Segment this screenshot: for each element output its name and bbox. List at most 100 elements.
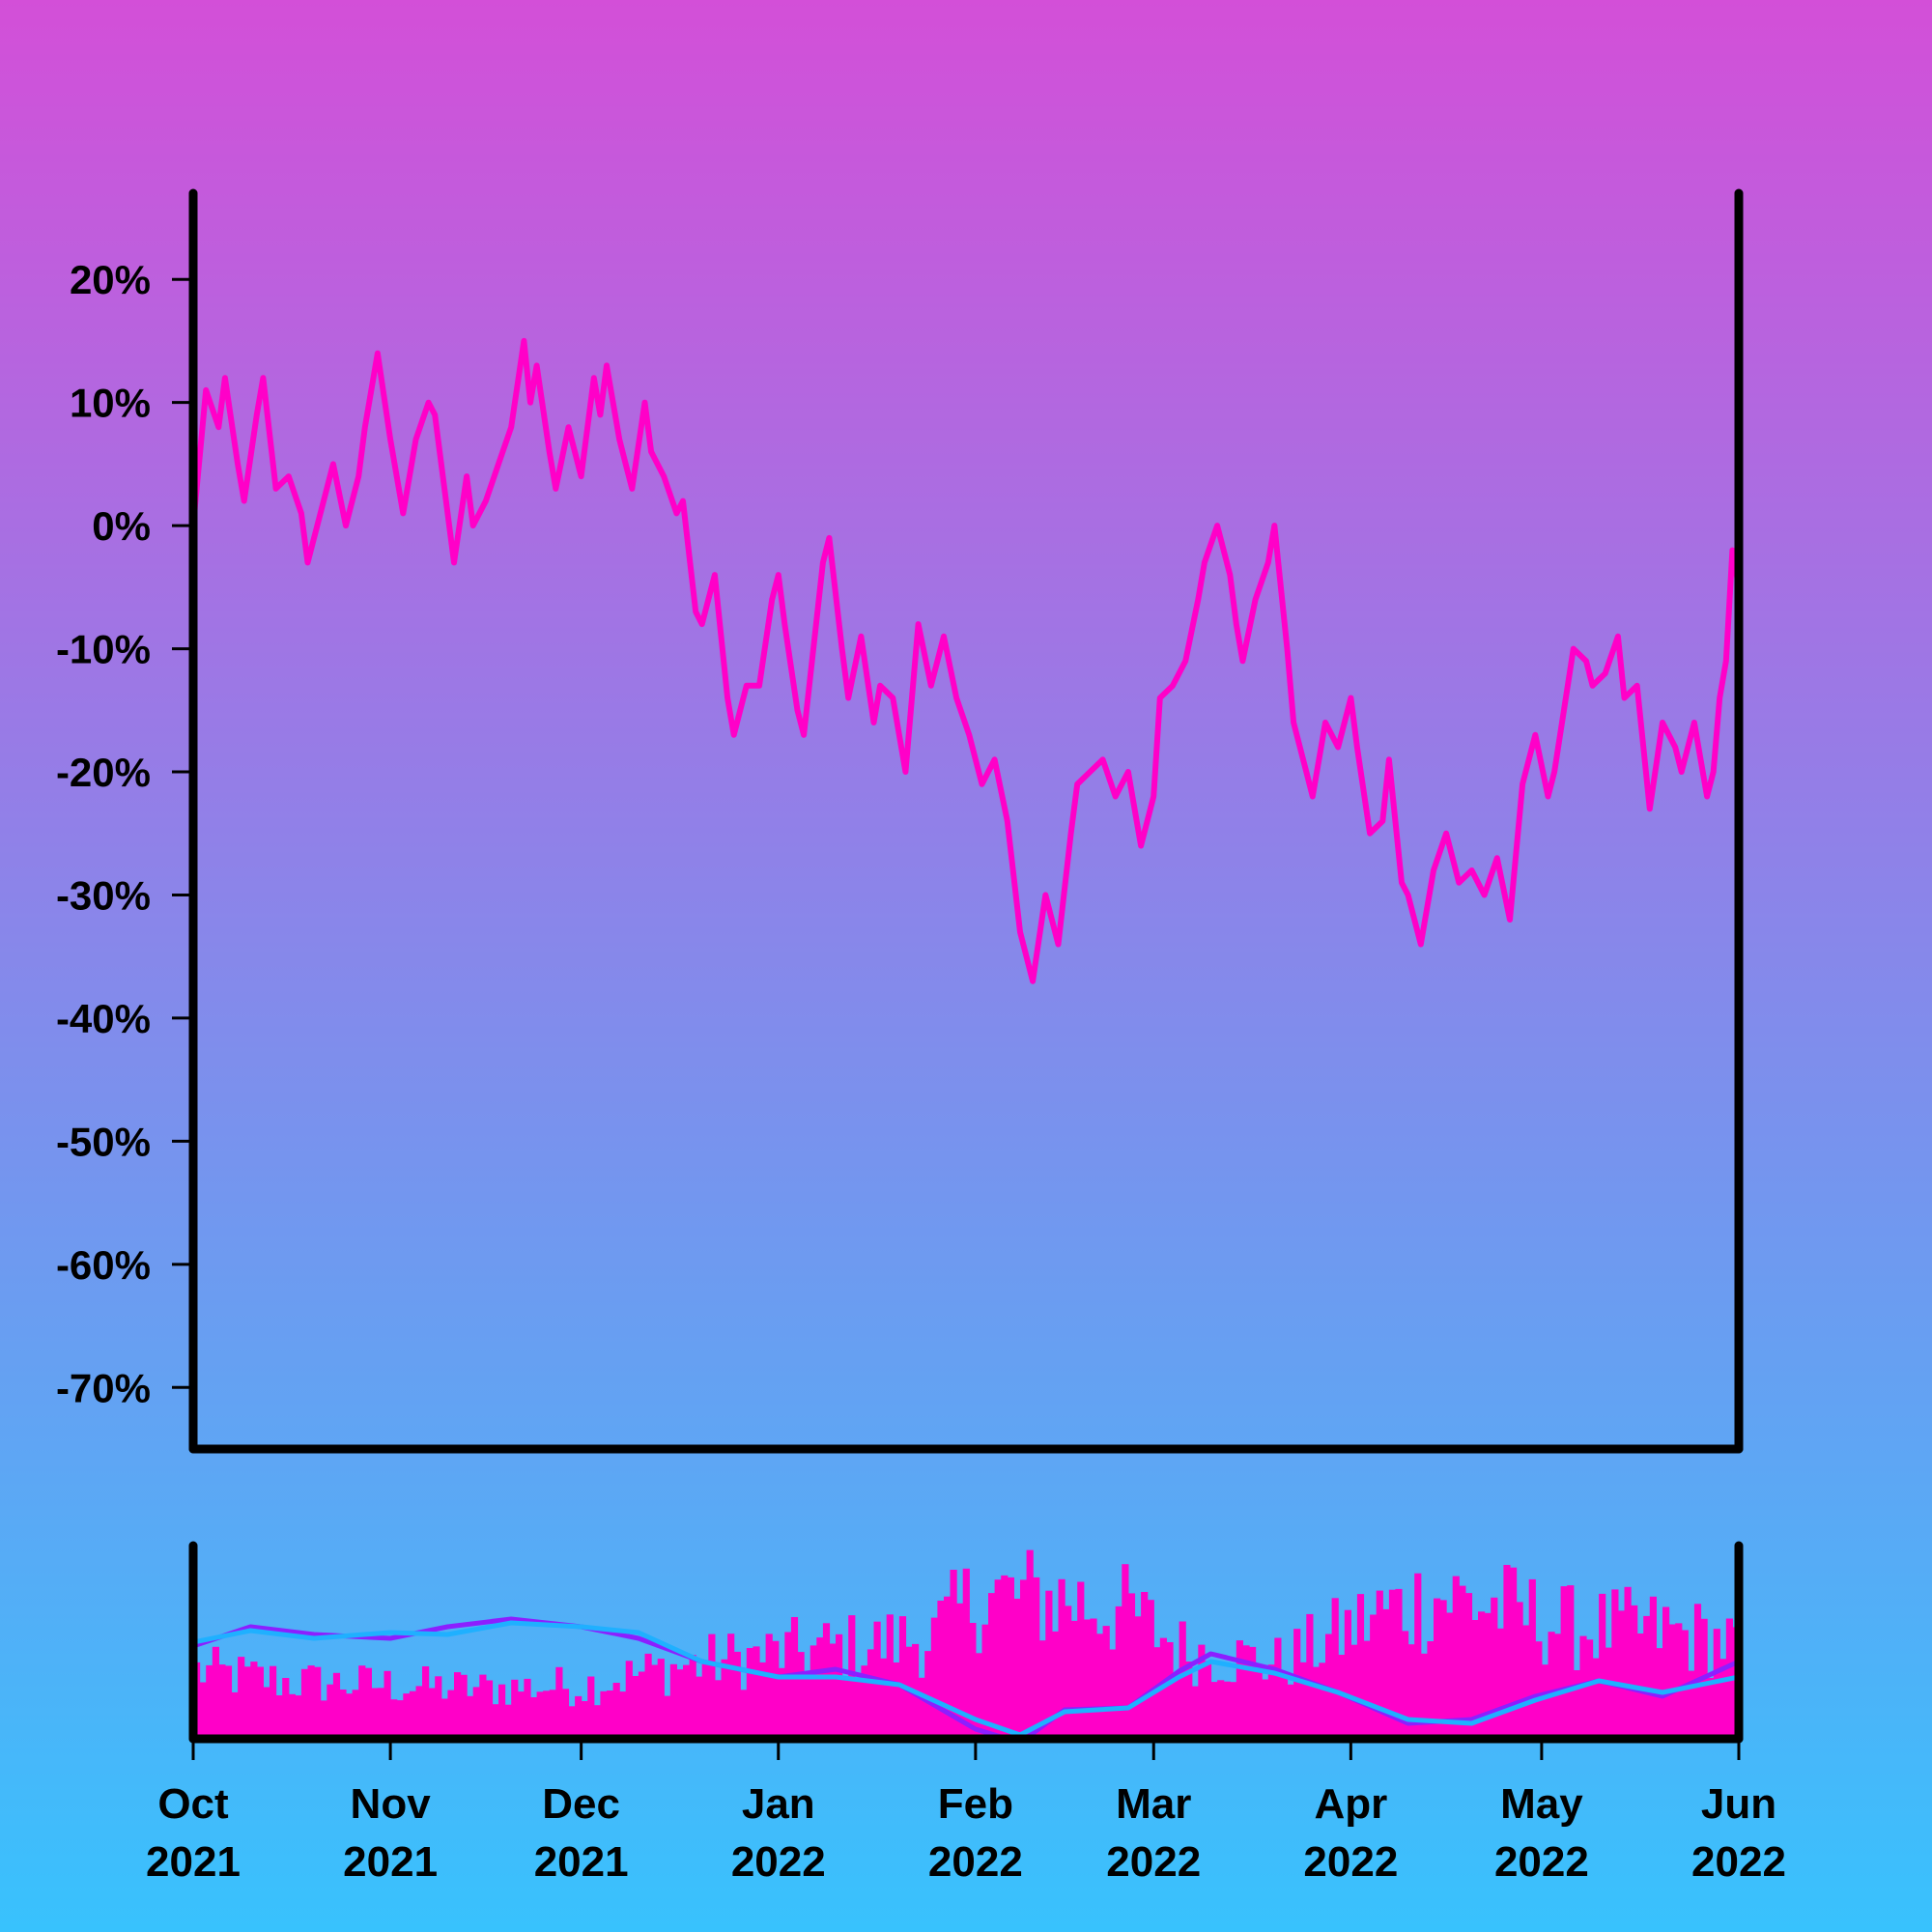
volume-bar [1319,1662,1326,1739]
volume-bar [1255,1669,1263,1739]
volume-bar [1249,1646,1257,1739]
volume-bar [555,1666,563,1739]
volume-bar [893,1662,900,1739]
volume-bar [772,1640,780,1739]
volume-bar [1624,1586,1632,1739]
volume-bar [307,1665,315,1739]
x-tick-label-year: 2021 [343,1838,438,1886]
volume-bar [804,1672,811,1739]
volume-bar [969,1623,977,1739]
price-panel: 20% 10% 0% -10% -20% -30% -40% -50% -60% -70% [56,188,1744,1454]
volume-bar [1452,1576,1460,1739]
volume-bar [836,1634,843,1739]
volume-bar [435,1676,442,1739]
volume-bar [1599,1593,1606,1739]
volume-bar [918,1677,925,1739]
volume-bar [727,1634,735,1739]
volume-bar [460,1674,468,1739]
volume-bar [543,1690,551,1739]
volume-bar [517,1691,525,1739]
volume-bar [1516,1602,1523,1739]
volume-bar [740,1690,748,1739]
volume-bar [1090,1618,1097,1739]
volume-bar [511,1679,519,1739]
x-tick-label-year: 2021 [534,1838,629,1886]
volume-bar [854,1677,862,1739]
price-axis-frame [188,188,1744,1454]
volume-bar [1077,1581,1085,1739]
volume-bar [352,1690,359,1739]
volume-bar [243,1666,251,1739]
volume-bar [332,1672,341,1739]
volume-bar [1274,1637,1282,1739]
volume-bar [1478,1611,1486,1739]
volume-bar [1395,1588,1403,1739]
x-tick-label-month: Feb [938,1780,1013,1828]
volume-bar [841,1678,849,1739]
volume-bar [714,1680,723,1739]
volume-bar [422,1666,430,1739]
volume-bar [300,1668,309,1739]
x-tick-label-year: 2022 [928,1838,1023,1886]
volume-bar [1204,1661,1212,1739]
volume-bar [1484,1612,1492,1739]
volume-bar [1166,1642,1174,1739]
volume-bar [676,1669,684,1739]
volume-bar [327,1684,334,1739]
volume-bar [625,1661,633,1739]
volume-panel: Oct 2021 Nov 2021 Dec 2021 Jan 2022 Feb 2022 Mar 20… [146,1541,1786,1886]
volume-bar [295,1695,302,1739]
volume-bar [415,1686,423,1739]
volume-bar [708,1634,716,1739]
volume-bar [549,1690,556,1739]
volume-bar [1592,1658,1600,1739]
y-tick-label: 20% [70,257,151,302]
volume-bar [1236,1640,1243,1739]
volume-bar [396,1700,404,1739]
volume-bar [364,1667,372,1739]
volume-bar [733,1651,741,1739]
volume-bar [1611,1589,1619,1739]
volume-bar [1382,1608,1390,1739]
volume-bar [937,1601,945,1739]
volume-bar [1427,1641,1435,1739]
volume-bar [1102,1626,1110,1739]
volume-bars [193,1549,1739,1739]
volume-bar [440,1698,448,1739]
y-tick-label: -50% [56,1119,151,1164]
y-tick-label: -60% [56,1242,151,1288]
volume-bar [390,1699,398,1739]
volume-bar [536,1691,544,1739]
volume-bar [1675,1623,1683,1739]
y-tick-label: -20% [56,750,151,795]
volume-bar [270,1665,277,1739]
volume-bar [1185,1662,1193,1739]
volume-bar [1548,1632,1555,1739]
volume-bar [1083,1619,1091,1739]
volume-bar [1267,1664,1275,1739]
volume-bar [956,1603,964,1739]
y-tick-label: -30% [56,872,151,918]
volume-bar [1051,1631,1060,1739]
volume-bar [1605,1647,1612,1739]
volume-bar [669,1663,677,1739]
y-tick-label: 10% [70,381,151,426]
volume-bar [1363,1640,1371,1739]
volume-bar [1522,1625,1530,1739]
volume-bar [1471,1620,1479,1739]
volume-bar [753,1646,760,1739]
volume-bar [1649,1596,1657,1739]
volume-bar [1567,1585,1575,1739]
volume-bar [1643,1615,1651,1739]
volume-bar [1026,1549,1034,1739]
volume-bar [472,1687,480,1739]
volume-bar [575,1695,582,1739]
volume-bar [384,1670,391,1739]
x-tick-label-month: Jun [1701,1780,1776,1828]
volume-bar [1280,1672,1289,1739]
volume-bar [689,1655,696,1739]
volume-bar [1115,1605,1122,1739]
y-tick-label: -10% [56,627,151,672]
volume-bar [371,1688,379,1739]
